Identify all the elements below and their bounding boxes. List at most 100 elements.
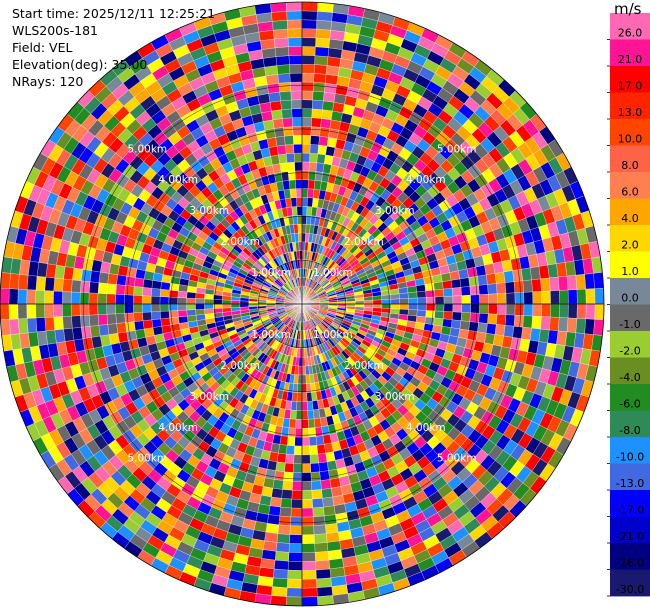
- gate-901: [449, 270, 461, 281]
- gate-998: [408, 297, 418, 305]
- colorbar-tick-label: -30.0: [616, 583, 644, 596]
- gate-15: [301, 161, 310, 172]
- gate-3113: [124, 285, 135, 296]
- gate-1017: [576, 288, 587, 305]
- gate-4022: [291, 206, 298, 216]
- gate-4032: [282, 117, 293, 128]
- gate-4027: [287, 161, 296, 172]
- range-ring-label: 4.00km: [406, 174, 446, 186]
- gate-1033: [417, 303, 427, 311]
- gate-1003: [452, 295, 463, 305]
- gate-903: [466, 266, 478, 278]
- gate-1959: [321, 488, 333, 499]
- gate-4056: [296, 206, 303, 216]
- gate-3146: [134, 277, 145, 288]
- colorbar-tick-label: 8.0: [621, 159, 639, 172]
- gate-85: [317, 144, 328, 155]
- gate-1028: [372, 303, 383, 309]
- gate-1108: [477, 322, 488, 334]
- gate-3041: [159, 303, 170, 312]
- gate-2025: [301, 472, 312, 482]
- colorbar-tick-label: -17.0: [616, 504, 644, 517]
- gate-2037: [301, 578, 318, 589]
- gate-2057: [293, 454, 303, 465]
- gate-1111: [503, 325, 515, 338]
- gate-1952: [314, 426, 323, 437]
- gate-4051: [299, 250, 303, 260]
- gate-3122: [44, 276, 55, 292]
- gate-982: [566, 275, 578, 291]
- gate-3091: [17, 288, 28, 305]
- gate-1004: [461, 295, 471, 305]
- gate-48: [308, 170, 317, 181]
- gate-2094: [282, 480, 293, 491]
- gate-3037: [195, 303, 205, 310]
- gate-3054: [44, 303, 54, 318]
- gate-999: [417, 297, 427, 305]
- gate-60: [313, 64, 328, 75]
- gate-3147: [125, 276, 136, 287]
- gate-84: [316, 153, 326, 164]
- gate-3016: [80, 315, 91, 328]
- gate-3004: [186, 309, 197, 317]
- gate-3005: [177, 309, 188, 318]
- gate-1082: [549, 316, 560, 332]
- gate-18: [301, 135, 311, 145]
- colorbar-tick-label: -26.0: [616, 557, 644, 570]
- gate-992: [355, 300, 365, 305]
- gate-2088: [287, 427, 296, 438]
- gate-56: [312, 99, 324, 110]
- gate-2039: [301, 596, 318, 607]
- gate-1105: [451, 319, 462, 330]
- gate-3057: [17, 303, 28, 320]
- gate-3992: [281, 171, 290, 182]
- gate-55: [311, 108, 323, 119]
- gate-2052: [295, 410, 303, 420]
- gate-88: [320, 118, 332, 129]
- gate-3082: [97, 293, 107, 305]
- gate-3150: [98, 271, 110, 284]
- gate-973: [487, 283, 498, 295]
- gate-4035: [279, 90, 292, 101]
- gate-984: [584, 273, 595, 290]
- gate-994: [372, 299, 383, 305]
- gate-3034: [221, 303, 232, 309]
- gate-968: [443, 288, 453, 297]
- gate-4039: [275, 55, 290, 66]
- gate-971: [469, 285, 480, 296]
- range-ring-label: 1.00km: [251, 329, 291, 341]
- gate-1963: [325, 523, 339, 534]
- gate-3116: [97, 282, 108, 294]
- gate-4040: [274, 46, 290, 57]
- gate-3993: [279, 162, 289, 173]
- gate-3017: [71, 315, 82, 329]
- colorbar-tick-label: 0.0: [621, 292, 639, 305]
- gate-1077: [505, 314, 516, 327]
- gate-2943: [126, 330, 138, 342]
- gate-29: [301, 37, 317, 47]
- gate-4042: [273, 28, 289, 40]
- gate-1112: [512, 326, 523, 339]
- gate-1110: [494, 324, 506, 337]
- gate-3000: [222, 307, 232, 313]
- gate-3019: [53, 316, 64, 331]
- gate-2053: [295, 419, 303, 429]
- range-ring-label: 4.00km: [158, 174, 198, 186]
- gate-2068: [288, 552, 303, 562]
- gate-3155: [54, 264, 66, 280]
- gate-1083: [558, 317, 569, 332]
- plot-info: Start time: 2025/12/11 12:25:21 WLS200s-…: [12, 5, 215, 90]
- gate-997: [399, 298, 409, 305]
- gate-1961: [323, 505, 336, 517]
- gate-991: [346, 301, 356, 305]
- gate-1040: [479, 303, 489, 314]
- range-ring-label: 2.00km: [220, 360, 260, 372]
- gate-1048: [550, 303, 560, 318]
- gate-2130: [269, 496, 282, 508]
- gate-4026: [287, 170, 296, 181]
- gate-996: [390, 298, 400, 305]
- gate-3059: [0, 303, 10, 320]
- gate-1051: [576, 303, 587, 320]
- gate-1995: [312, 507, 325, 518]
